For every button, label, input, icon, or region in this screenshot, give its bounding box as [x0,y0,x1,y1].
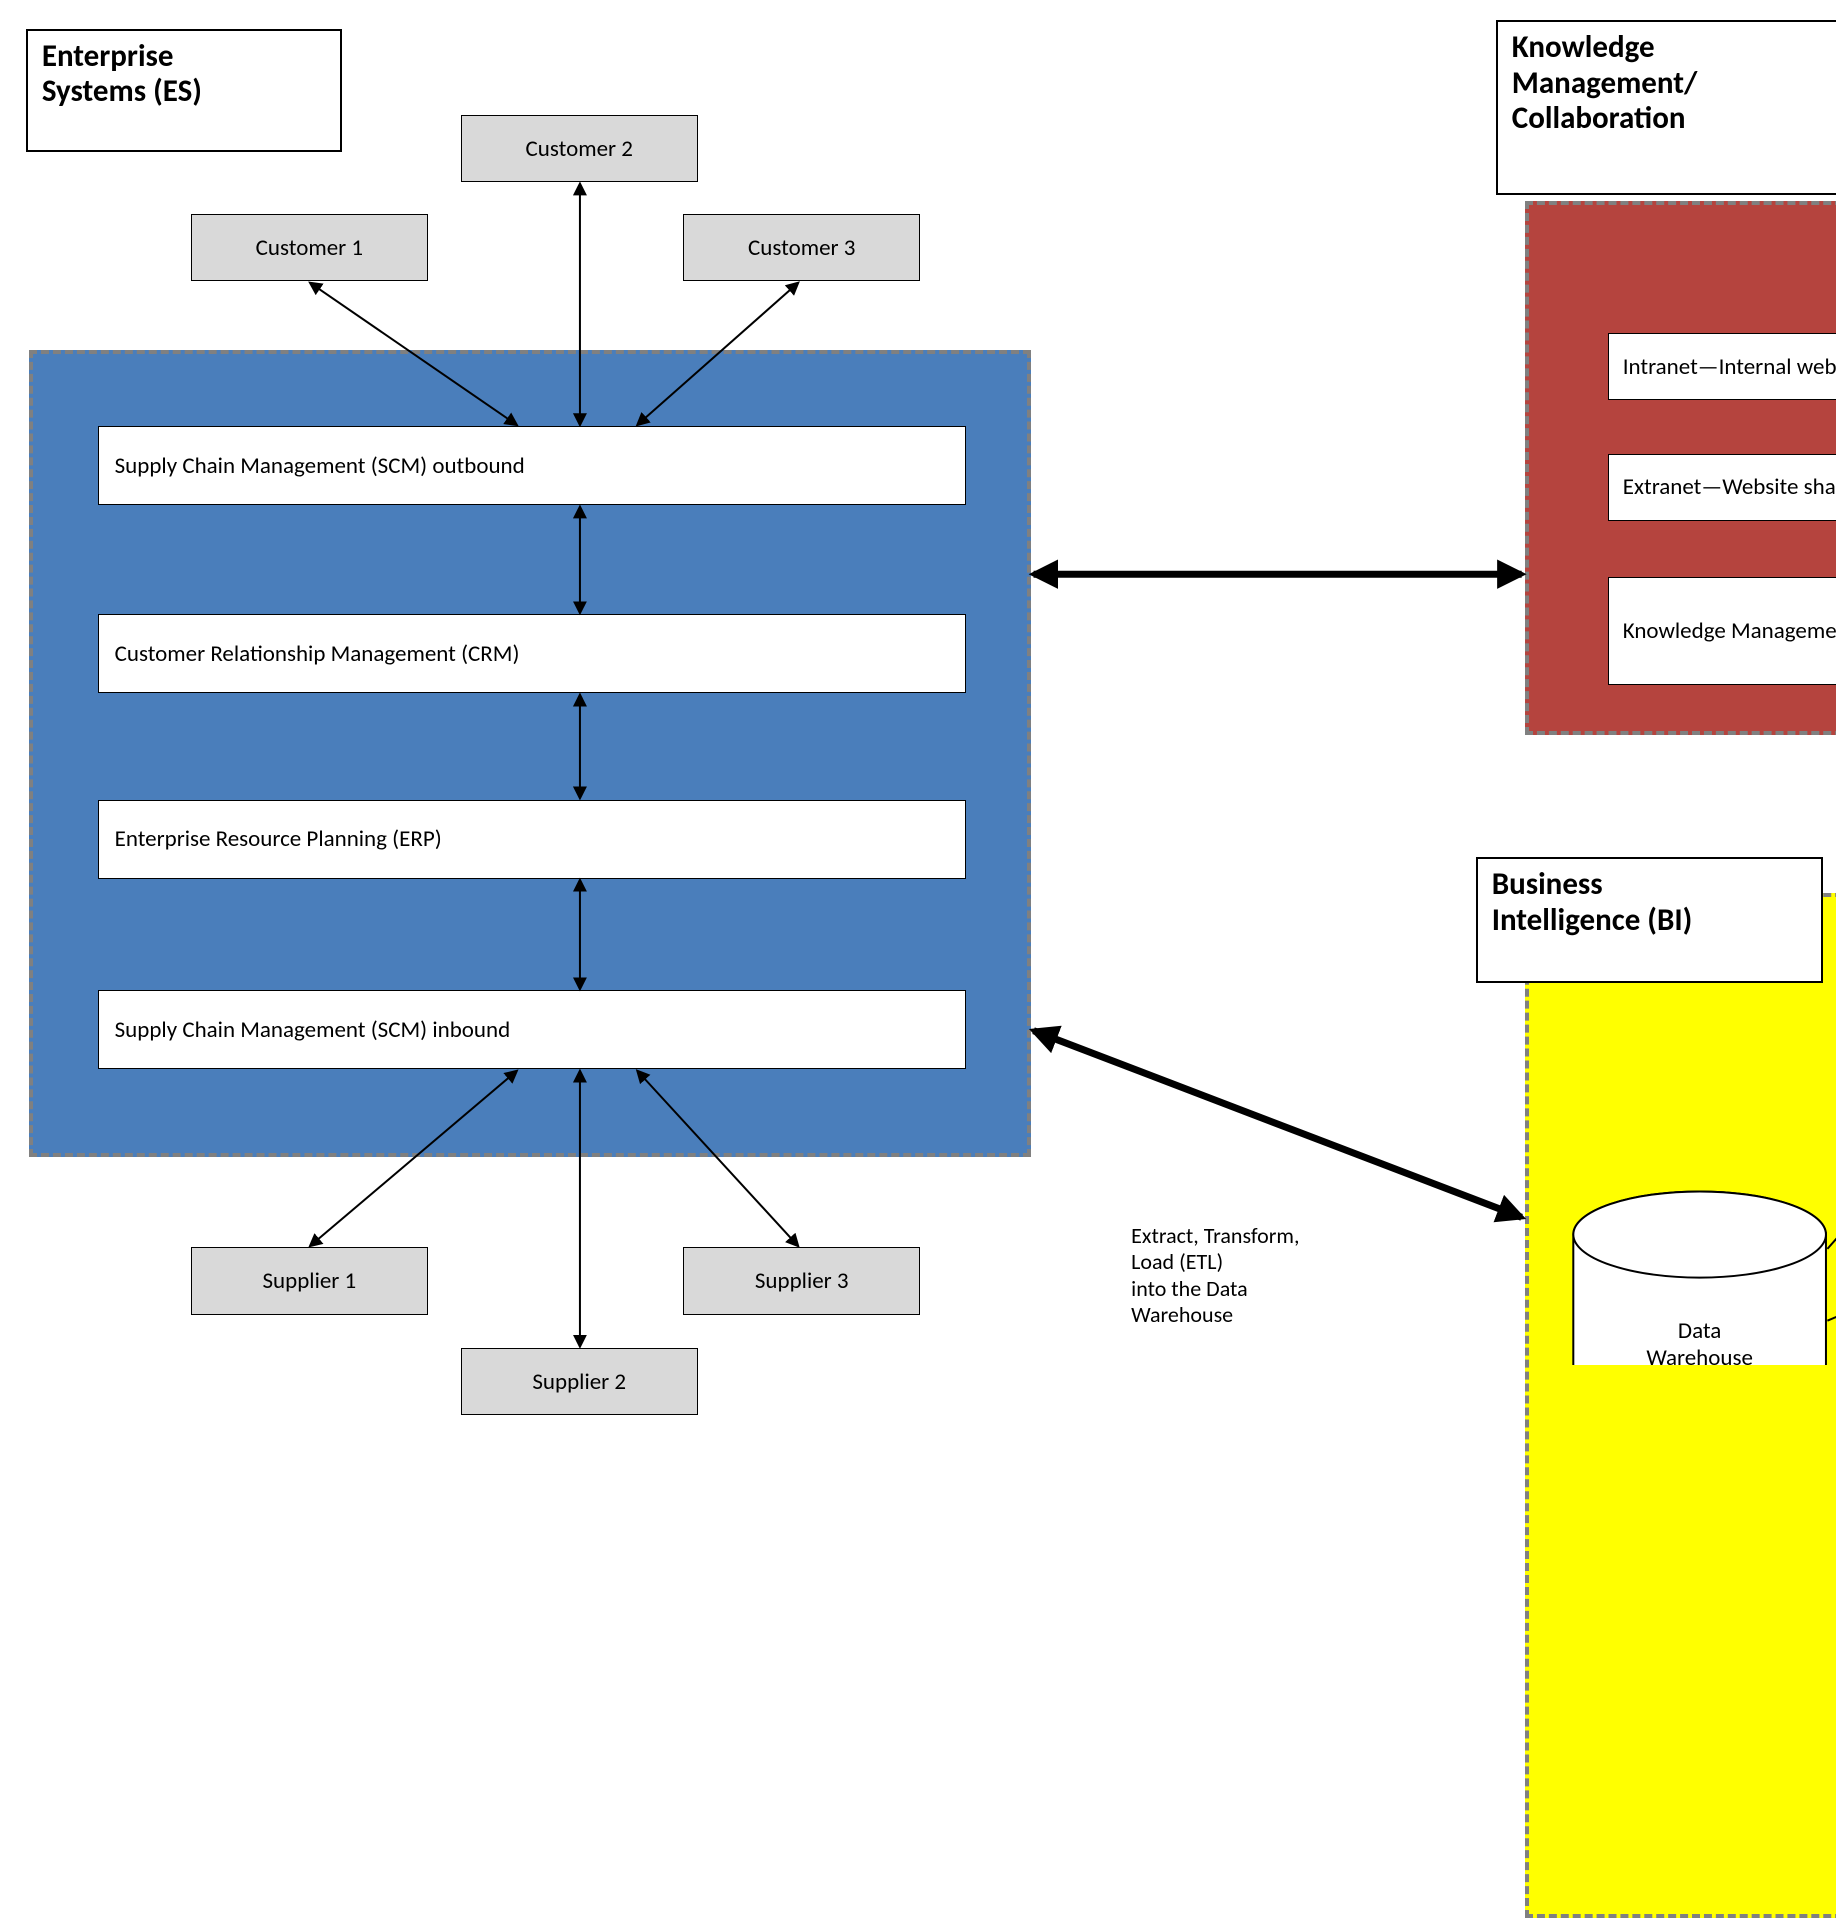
etl-label: Extract, Transform, Load (ETL) into the … [1131,1223,1490,1329]
customer-c1: Customer 1 [191,214,428,281]
supplier-s3: Supplier 3 [683,1247,920,1314]
customer-c2: Customer 2 [461,115,698,182]
es-title: Enterprise Systems (ES) [26,29,342,152]
km-box-extranet: Extranet—Website shared with Suppliers [1608,454,1836,521]
bi-panel [1525,893,1836,1918]
customer-c3: Customer 3 [683,214,920,281]
es-box-scm-out: Supply Chain Management (SCM) outbound [98,426,966,505]
bi-title: Business Intelligence (BI) [1476,857,1823,983]
es-box-crm: Customer Relationship Management (CRM) [98,614,966,693]
km-box-kmrepo: Knowledge Management—Knowledge repositor… [1608,577,1836,685]
km-box-intranet: Intranet—Internal website, blogs, wikis [1608,333,1836,400]
supplier-s1: Supplier 1 [191,1247,428,1314]
es-box-scm-in: Supply Chain Management (SCM) inbound [98,990,966,1069]
es-box-erp: Enterprise Resource Planning (ERP) [98,800,966,879]
supplier-s2: Supplier 2 [461,1348,698,1415]
km-title: Knowledge Management/ Collaboration [1496,20,1836,195]
